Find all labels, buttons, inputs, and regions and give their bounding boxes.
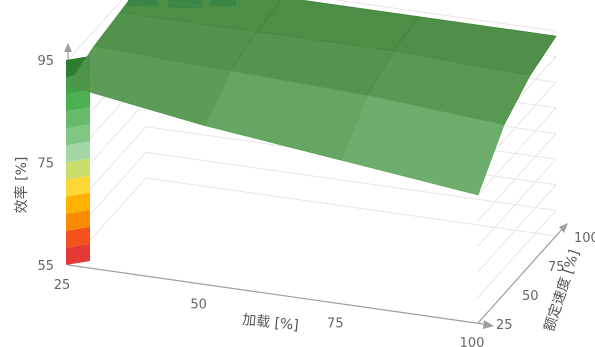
color-scale-segment xyxy=(66,226,90,248)
z-tick-label: 95 xyxy=(37,54,54,69)
right-gridline xyxy=(477,210,557,298)
color-scale-segment xyxy=(66,158,90,180)
y-axis-line xyxy=(477,226,565,324)
color-scale-segment xyxy=(66,175,90,197)
z-tick-label: 55 xyxy=(37,259,54,274)
x-tick-label: 50 xyxy=(190,297,207,312)
back-gridline xyxy=(145,177,557,237)
x-tick-label: 75 xyxy=(327,317,344,332)
efficiency-surface xyxy=(67,0,557,196)
right-gridline xyxy=(477,184,557,273)
back-gridline xyxy=(145,151,557,211)
color-scale-segment xyxy=(66,209,90,231)
y-tick-label: 50 xyxy=(522,289,539,304)
x-axis-title: 加载 [%] xyxy=(241,312,299,334)
right-gridline xyxy=(477,107,557,196)
color-scale-segment xyxy=(66,192,90,214)
color-scale-segment xyxy=(66,243,90,265)
z-axis-title: 效率 [%] xyxy=(13,157,30,214)
y-tick-label: 25 xyxy=(496,318,513,333)
x-tick-label: 25 xyxy=(54,278,71,293)
color-scale-segment xyxy=(66,107,90,129)
y-tick-label: 100 xyxy=(574,231,595,246)
color-scale-segment xyxy=(66,124,90,146)
tick-labels: 55 75 95 25 50 75 100 25 50 75 100 xyxy=(37,54,595,347)
back-gridline xyxy=(333,0,557,32)
x-axis-line xyxy=(67,264,491,326)
x-axis-arrow xyxy=(483,320,494,329)
y-tick-label: 75 xyxy=(548,260,565,275)
x-tick-label: 100 xyxy=(460,336,485,347)
color-scale-segment xyxy=(66,90,90,112)
y-axis-arrow xyxy=(559,223,568,233)
surface-patch xyxy=(340,94,505,196)
z-tick-label: 75 xyxy=(37,157,54,172)
color-scale-segment xyxy=(66,141,90,163)
right-gridline xyxy=(477,133,557,221)
color-scale-bar xyxy=(66,56,90,265)
right-gridline xyxy=(477,158,557,247)
z-axis-arrow xyxy=(64,43,72,52)
side-gridline xyxy=(67,0,123,61)
